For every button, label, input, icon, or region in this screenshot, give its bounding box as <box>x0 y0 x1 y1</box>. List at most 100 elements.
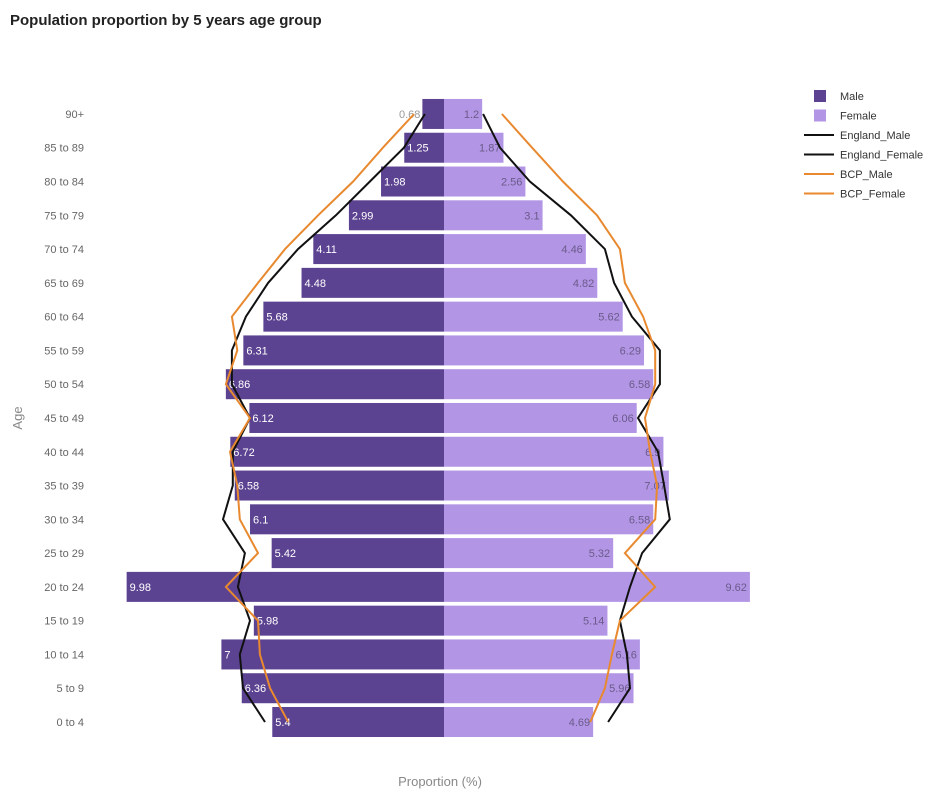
male-bar <box>348 200 444 231</box>
female-bar <box>444 639 640 670</box>
female-bar <box>444 605 608 636</box>
female-data-label: 4.46 <box>561 244 582 256</box>
female-data-label: 6.29 <box>620 345 641 357</box>
male-bar <box>422 98 444 129</box>
chart-title: Population proportion by 5 years age gro… <box>10 12 322 29</box>
y-tick-label: 35 to 39 <box>44 481 84 493</box>
male-data-label: 2.99 <box>352 210 373 222</box>
female-bar <box>444 436 664 467</box>
y-tick-label: 50 to 54 <box>44 379 84 391</box>
legend-label: Female <box>840 111 877 123</box>
male-data-label: 6.36 <box>245 683 266 695</box>
y-tick-label: 0 to 4 <box>56 717 84 729</box>
male-data-label: 5.68 <box>266 312 287 324</box>
y-tick-label: 85 to 89 <box>44 143 84 155</box>
legend-label: BCP_Female <box>840 189 905 201</box>
female-bar <box>444 707 594 737</box>
y-tick-label: 75 to 79 <box>44 210 84 222</box>
male-data-label: 6.31 <box>246 345 267 357</box>
female-data-label: 6.58 <box>629 514 650 526</box>
male-bar <box>221 639 444 670</box>
male-data-label: 6.12 <box>252 413 273 425</box>
y-tick-label: 25 to 29 <box>44 548 84 560</box>
female-data-label: 4.82 <box>573 278 594 290</box>
male-data-label: 6.72 <box>233 447 254 459</box>
y-tick-label: 30 to 34 <box>44 514 84 526</box>
female-bar <box>444 538 614 569</box>
female-bar <box>444 402 637 433</box>
male-data-label: 5.42 <box>275 548 296 560</box>
y-tick-label: 10 to 14 <box>44 649 84 661</box>
male-bar <box>313 234 444 265</box>
y-tick-label: 45 to 49 <box>44 413 84 425</box>
male-bar <box>250 504 444 535</box>
male-bar <box>381 166 444 197</box>
male-bar <box>301 267 444 298</box>
female-data-label: 5.96 <box>609 683 630 695</box>
female-data-label: 5.62 <box>598 312 619 324</box>
male-bar <box>272 707 444 737</box>
female-data-label: 3.1 <box>524 210 539 222</box>
female-data-label: 7.07 <box>644 481 665 493</box>
female-bar <box>444 335 645 366</box>
female-data-label: 6.06 <box>612 413 633 425</box>
line-bcp-female <box>501 113 659 723</box>
male-bar <box>225 369 444 400</box>
male-data-label: 5.4 <box>275 717 290 729</box>
male-data-label: 4.11 <box>316 244 337 256</box>
y-axis-title: Age <box>10 406 25 429</box>
female-bar <box>444 301 623 332</box>
female-data-label: 5.14 <box>583 616 604 628</box>
female-bar <box>444 234 586 265</box>
y-tick-label: 60 to 64 <box>44 312 84 324</box>
y-tick-label: 55 to 59 <box>44 345 84 357</box>
legend-label: England_Female <box>840 150 923 162</box>
y-tick-label: 15 to 19 <box>44 616 84 628</box>
legend-label: Male <box>840 91 864 103</box>
y-tick-label: 70 to 74 <box>44 244 84 256</box>
male-bar <box>253 605 444 636</box>
male-bar <box>126 571 445 602</box>
y-tick-label: 5 to 9 <box>56 683 84 695</box>
male-bar <box>271 538 444 569</box>
female-bar <box>444 98 483 129</box>
y-tick-label: 20 to 24 <box>44 582 84 594</box>
legend-swatch <box>814 109 826 122</box>
y-tick-label: 40 to 44 <box>44 447 84 459</box>
male-bar <box>249 402 444 433</box>
female-data-label: 2.56 <box>501 177 522 189</box>
y-tick-label: 90+ <box>65 109 84 121</box>
legend-swatch <box>814 90 826 102</box>
female-bar <box>444 504 654 535</box>
male-data-label: 4.48 <box>305 278 326 290</box>
female-data-label: 1.87 <box>479 143 500 155</box>
female-bar <box>444 571 750 602</box>
female-data-label: 1.2 <box>464 109 479 121</box>
male-data-label: 1.98 <box>384 177 405 189</box>
female-data-label: 9.62 <box>725 582 746 594</box>
female-data-label: 4.69 <box>569 717 590 729</box>
female-bar <box>444 673 634 704</box>
female-bar <box>444 166 526 197</box>
male-bar <box>230 436 444 467</box>
y-tick-label: 65 to 69 <box>44 278 84 290</box>
legend-label: England_Male <box>840 130 910 142</box>
female-bar <box>444 200 543 231</box>
female-bar <box>444 267 598 298</box>
x-axis-title: Proportion (%) <box>398 774 482 789</box>
legend-label: BCP_Male <box>840 169 893 181</box>
male-data-label: 5.98 <box>257 616 278 628</box>
line-bcp-male <box>224 113 415 723</box>
male-bar <box>263 301 444 332</box>
male-data-label: 7 <box>224 649 230 661</box>
female-bar <box>444 369 654 400</box>
male-data-label: 6.58 <box>238 481 259 493</box>
male-data-label: 1.25 <box>407 143 428 155</box>
male-bar <box>234 470 444 501</box>
female-bar <box>444 470 669 501</box>
male-data-label: 9.98 <box>130 582 151 594</box>
male-bar <box>241 673 444 704</box>
male-data-label: 0.68 <box>399 109 420 121</box>
male-bar <box>243 335 444 366</box>
